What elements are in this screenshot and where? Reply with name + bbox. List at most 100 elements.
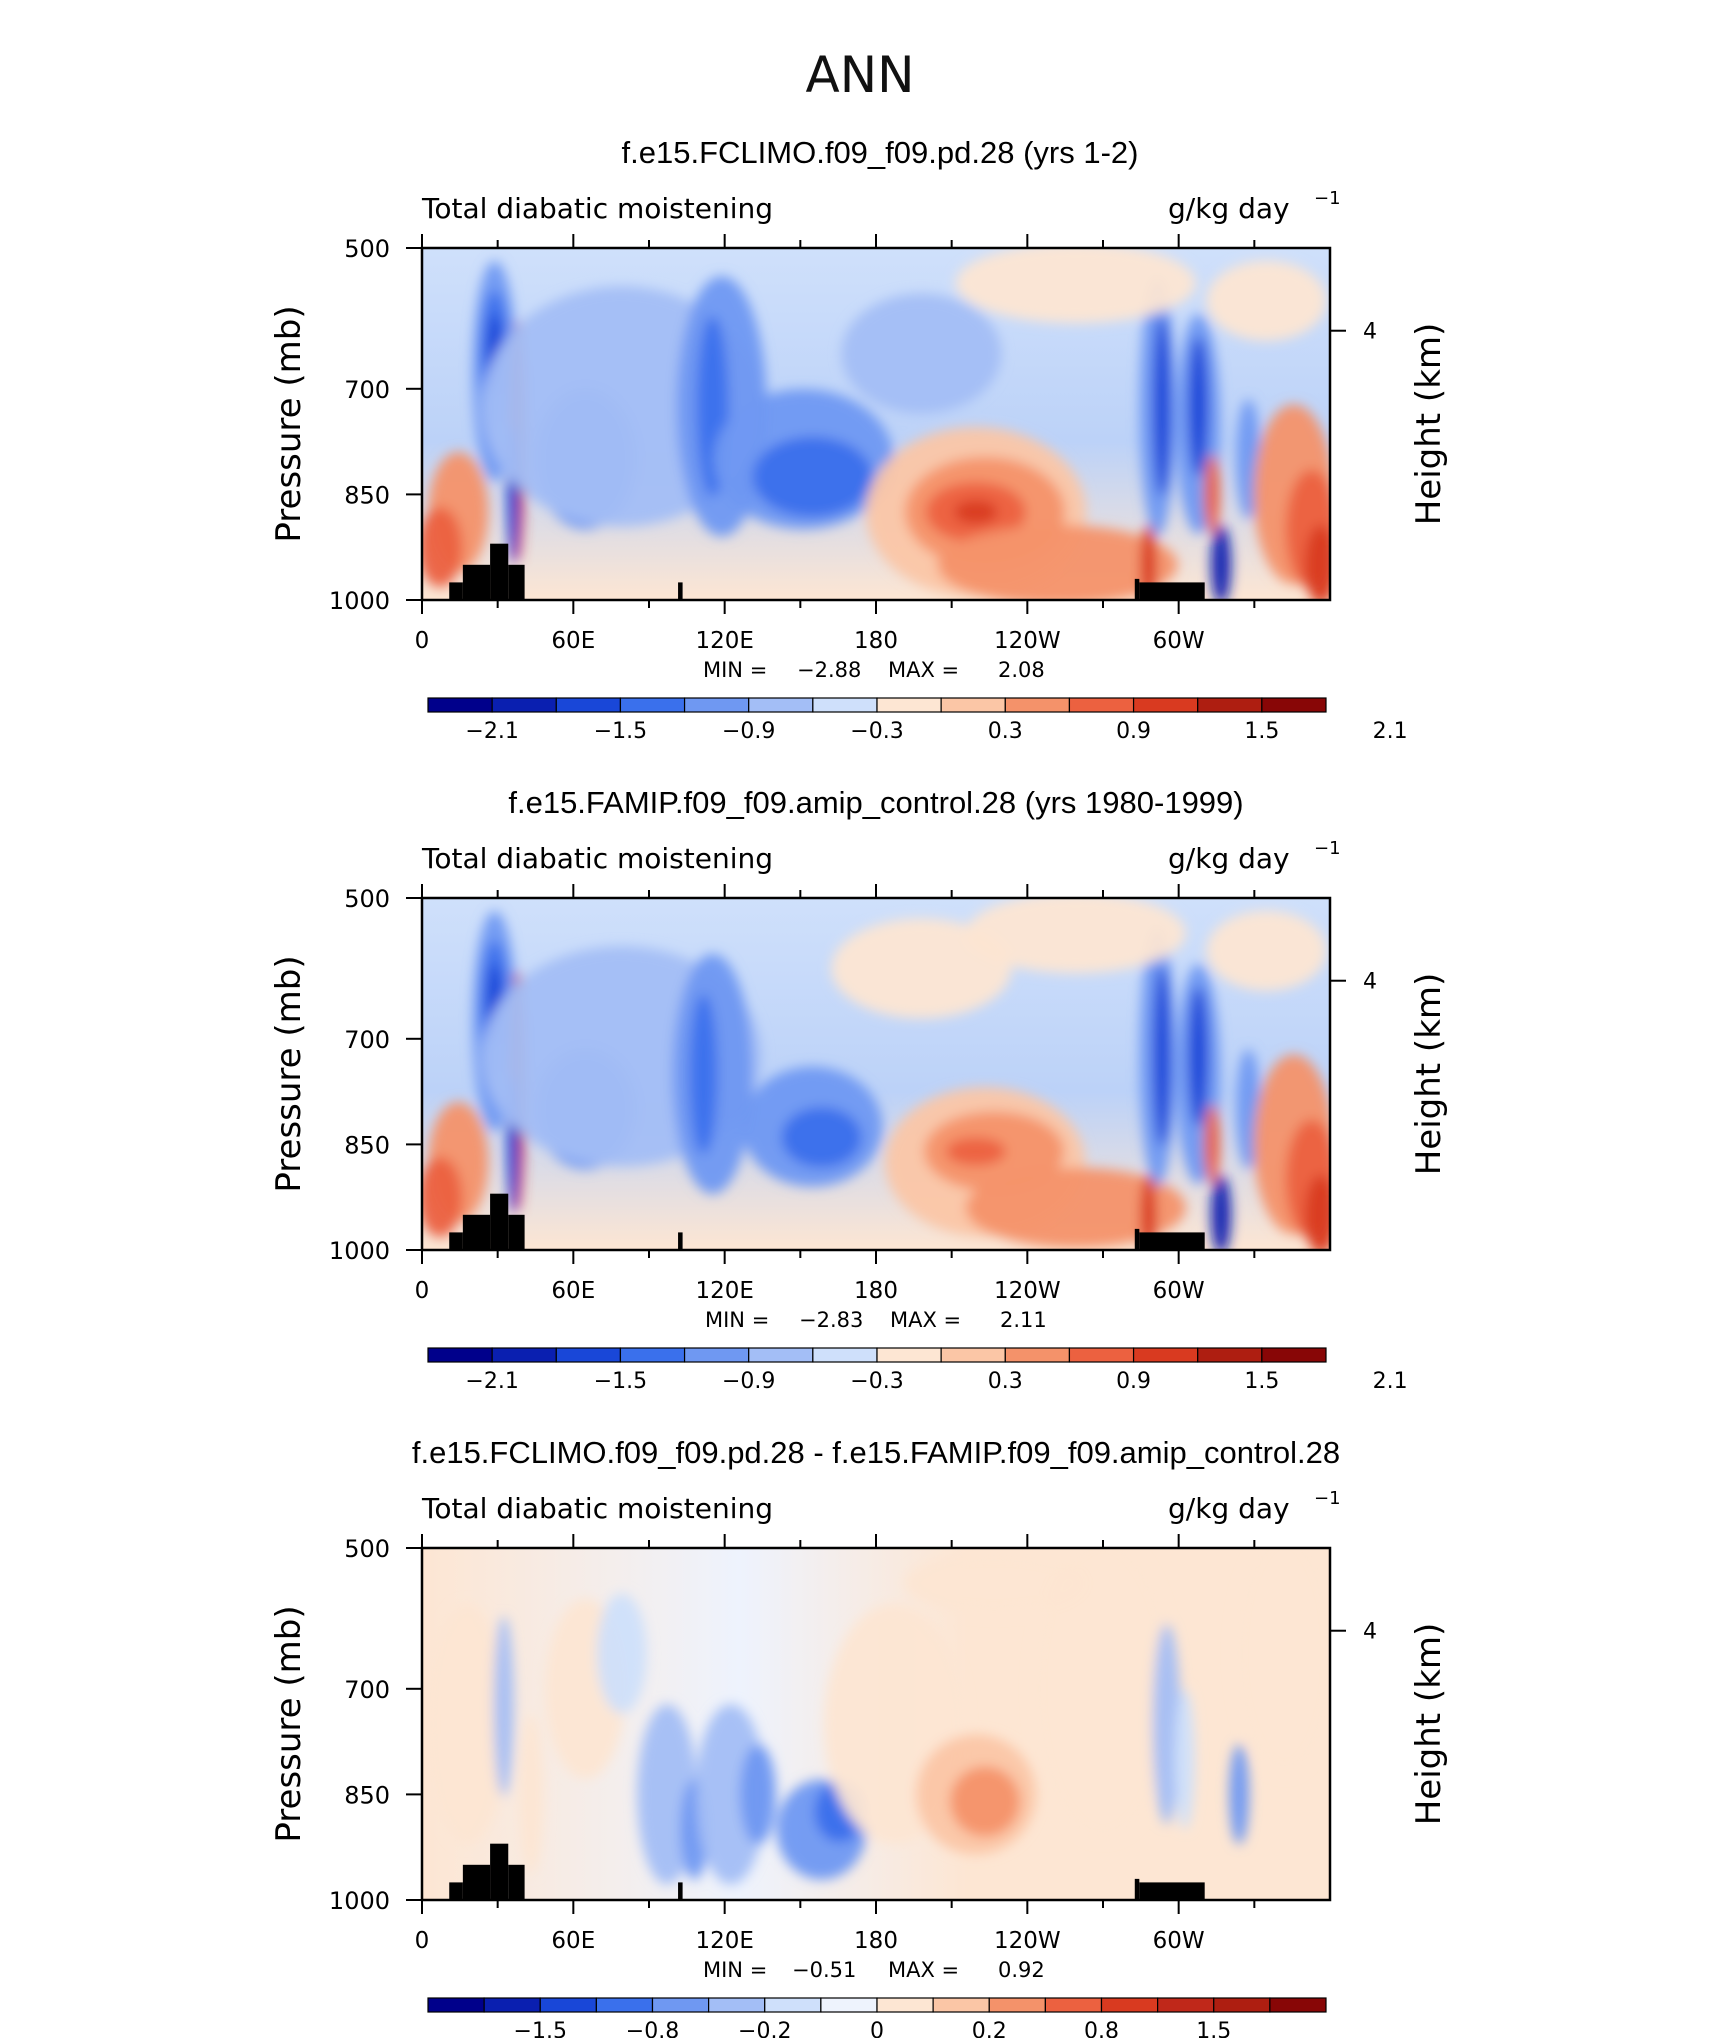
topography-mask xyxy=(508,1864,525,1900)
contour-blob xyxy=(1211,1174,1232,1250)
colorbar-box xyxy=(1213,1997,1271,2013)
y-axis-title: Pressure (mb) xyxy=(269,1605,309,1842)
panel-difference: f.e15.FCLIMO.f09_f09.pd.28 - f.e15.FAMIP… xyxy=(269,1435,1449,2038)
colorbar: −2.1 −1.5 −0.9 −0.3 0.3 0.9 1.5 2.1 xyxy=(427,697,1408,744)
topography-mask xyxy=(449,1882,463,1900)
contour-field xyxy=(422,248,1330,600)
panel-title: f.e15.FCLIMO.f09_f09.pd.28 - f.e15.FAMIP… xyxy=(412,1435,1340,1470)
x-tick-label: 180 xyxy=(854,1278,898,1304)
y-tick-label: 700 xyxy=(344,1676,390,1704)
min-max-label: MIN = −0.51 MAX = 0.92 xyxy=(703,1958,1045,1982)
colorbar-label: 1.5 xyxy=(1196,2019,1231,2038)
colorbar-box xyxy=(1004,1347,1071,1363)
units-text: g/kg day xyxy=(1168,192,1290,225)
colorbar-box xyxy=(539,1997,597,2013)
min-value: −2.88 xyxy=(797,658,861,682)
colorbar-box xyxy=(708,1997,766,2013)
panel-title: f.e15.FAMIP.f09_f09.amip_control.28 (yrs… xyxy=(508,785,1243,820)
colorbar-box xyxy=(1004,697,1071,713)
y-tick-label: 500 xyxy=(344,1535,390,1563)
topography-mask xyxy=(1139,582,1205,600)
variable-label: Total diabatic moistening xyxy=(421,192,773,225)
units-label: g/kg day −1 xyxy=(1168,838,1341,875)
topography-mask xyxy=(462,1214,491,1250)
colorbar-label: −2.1 xyxy=(465,719,518,744)
contour-blob xyxy=(1234,1548,1330,1774)
min-label: MIN = xyxy=(703,1958,767,1982)
colorbar-box xyxy=(1132,697,1199,713)
y-tick-label: 850 xyxy=(344,1131,390,1159)
right-tick-label: 4 xyxy=(1363,970,1377,995)
contour-blob xyxy=(831,918,1012,1019)
colorbar-label: 0 xyxy=(870,2019,884,2038)
units-exponent: −1 xyxy=(1314,1488,1341,1509)
min-max-label: MIN = −2.88 MAX = 2.08 xyxy=(703,658,1045,682)
y-tick-label: 1000 xyxy=(329,1237,390,1265)
plot-area xyxy=(422,248,1330,600)
topography-mask xyxy=(1134,1228,1140,1250)
colorbar-label: 2.1 xyxy=(1373,1369,1408,1394)
contour-blob xyxy=(518,1714,543,1875)
x-tick-label: 120W xyxy=(994,1278,1061,1304)
topography-mask xyxy=(449,1232,463,1250)
colorbar-box xyxy=(1261,697,1327,713)
contour-blob xyxy=(945,1137,1006,1166)
colorbar-box xyxy=(940,697,1006,713)
y-tick-label: 500 xyxy=(344,235,390,263)
contour-blob xyxy=(1153,966,1172,1147)
contour-blob xyxy=(1153,316,1172,497)
max-label: MAX = xyxy=(888,1958,959,1982)
contour-blob xyxy=(1203,1104,1220,1185)
topography-mask xyxy=(462,1864,491,1900)
contour-blob xyxy=(1229,1744,1250,1845)
units-exponent: −1 xyxy=(1314,838,1341,859)
right-axis-title: Height (km) xyxy=(1409,973,1449,1176)
contour-blob xyxy=(949,1766,1020,1837)
colorbar-label: 2.1 xyxy=(1373,719,1408,744)
colorbar-box xyxy=(651,1997,710,2013)
contour-blob xyxy=(1304,524,1330,600)
contour-blob xyxy=(422,1157,463,1238)
topography-mask xyxy=(1134,578,1140,600)
min-value: −0.51 xyxy=(792,1958,856,1982)
topography-mask xyxy=(678,1882,683,1900)
contour-blob xyxy=(1033,1548,1173,1839)
figure-title: ANN xyxy=(805,46,914,104)
panel-title: f.e15.FCLIMO.f09_f09.pd.28 (yrs 1-2) xyxy=(622,135,1139,170)
contour-blob xyxy=(953,500,998,524)
max-value: 2.11 xyxy=(1000,1308,1047,1332)
colorbar-box xyxy=(748,697,814,713)
contour-blob xyxy=(1188,986,1209,1127)
contour-blob xyxy=(1211,524,1232,600)
colorbar-box xyxy=(1269,1997,1327,2013)
units-exponent: −1 xyxy=(1314,188,1341,209)
topography-mask xyxy=(490,1843,509,1900)
contour-blob xyxy=(1152,1624,1181,1824)
right-tick-label: 4 xyxy=(1363,320,1377,345)
topography-mask xyxy=(678,1232,683,1250)
colorbar-label: −0.3 xyxy=(850,1369,903,1394)
colorbar-box xyxy=(1157,1997,1215,2013)
contour-blob xyxy=(739,1744,776,1845)
max-value: 0.92 xyxy=(998,1958,1045,1982)
contour-blob xyxy=(493,1616,514,1797)
colorbar-box xyxy=(940,1347,1006,1363)
topography-mask xyxy=(1139,1232,1205,1250)
contour-blob xyxy=(1206,260,1327,341)
colorbar-box xyxy=(764,1997,822,2013)
contour-blob xyxy=(695,1704,766,1885)
colorbar-label: −0.9 xyxy=(722,719,775,744)
colorbar-label: −0.3 xyxy=(850,719,903,744)
x-tick-label: 60W xyxy=(1153,628,1205,654)
contour-blob xyxy=(1206,910,1327,991)
colorbar-label: −0.9 xyxy=(722,1369,775,1394)
colorbar-label: 0.8 xyxy=(1084,2019,1119,2038)
contour-blob xyxy=(1304,1174,1330,1250)
colorbar-box xyxy=(491,697,557,713)
colorbar: −2.1 −1.5 −0.9 −0.3 0.3 0.9 1.5 2.1 xyxy=(427,1347,1408,1394)
max-value: 2.08 xyxy=(998,658,1045,682)
contour-blob xyxy=(596,1593,647,1714)
contour-blob xyxy=(965,1167,1186,1248)
colorbar-label: −1.5 xyxy=(594,719,647,744)
